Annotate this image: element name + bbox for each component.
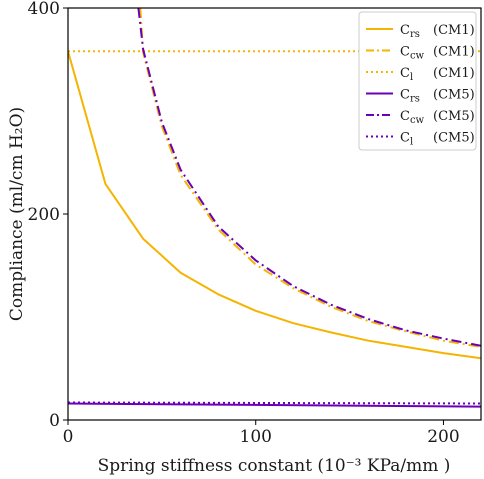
ticks-layer: 0 100 200 0 200 400 <box>28 0 460 447</box>
series-line-5 <box>68 401 481 405</box>
y-tick-label: 200 <box>28 205 60 225</box>
x-axis-label: Spring stiffness constant (10⁻³ KPa/mm ) <box>98 456 451 476</box>
series-layer <box>68 8 481 408</box>
y-tick-label: 0 <box>49 411 60 431</box>
y-axis-label: Compliance (ml/cm H₂O) <box>7 107 27 321</box>
legend: Crs (CM1) Ccw (CM1) Cl (CM1) Crs (CM5) Ccw (CM5) C… <box>358 11 477 151</box>
series-line-3 <box>68 402 481 408</box>
legend-label-1: Ccw (CM1) <box>400 45 475 62</box>
x-tick-label: 0 <box>63 427 74 447</box>
legend-label-4: Ccw (CM5) <box>400 109 475 126</box>
x-tick-label: 100 <box>240 427 272 447</box>
y-tick-label: 400 <box>28 0 60 19</box>
legend-label-0: Crs (CM1) <box>400 23 475 40</box>
legend-label-2: Cl (CM1) <box>400 66 475 83</box>
legend-label-3: Crs (CM5) <box>400 88 475 105</box>
series-line-4 <box>137 8 481 347</box>
x-tick-label: 200 <box>427 427 459 447</box>
legend-label-5: Cl (CM5) <box>400 131 475 148</box>
series-line-0 <box>68 51 481 360</box>
